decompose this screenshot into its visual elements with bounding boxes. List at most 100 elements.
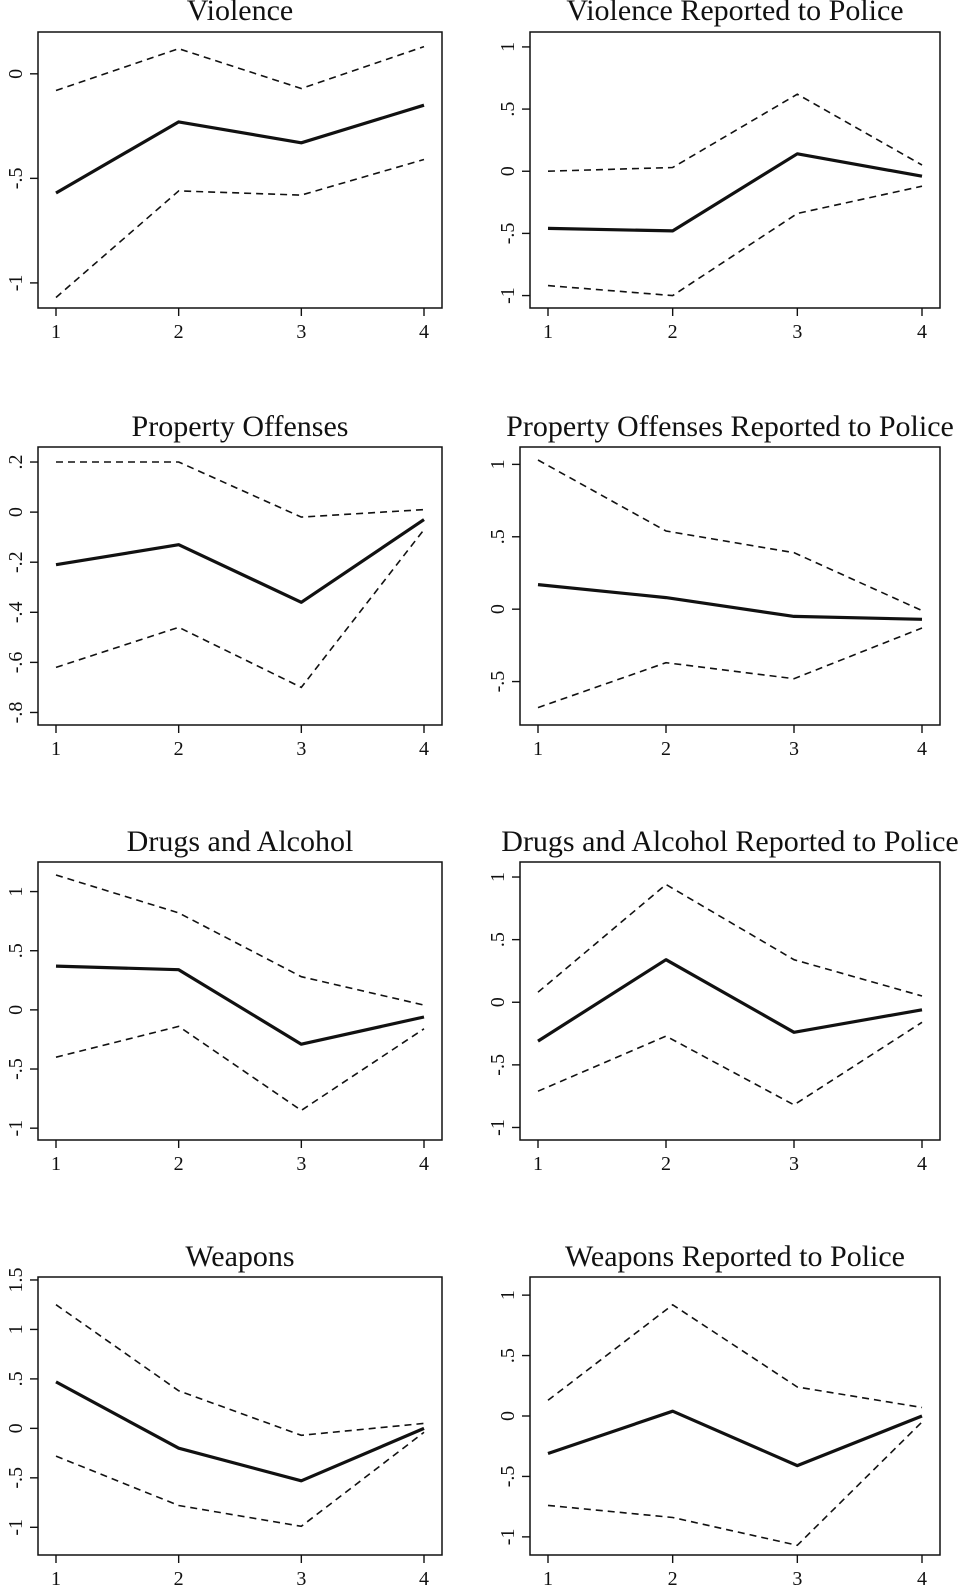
chart-title: Weapons Reported to Police <box>565 1240 905 1273</box>
plot-frame <box>519 861 941 1141</box>
y-tick-label: 1 <box>5 1324 27 1334</box>
ci-upper-line <box>537 459 923 612</box>
plot-frame <box>37 31 443 309</box>
y-tick-label: -.4 <box>5 601 27 623</box>
panel-6: Drugs and Alcohol Reported to Police 1 2 3 4… <box>487 825 959 1175</box>
y-tick-label: -.5 <box>487 1054 509 1076</box>
x-tick-label: 2 <box>668 1568 678 1590</box>
ci-upper-line <box>55 1304 425 1437</box>
x-tick-label: 4 <box>917 738 927 760</box>
x-tick-label: 2 <box>174 1568 184 1590</box>
y-tick-label: 0 <box>487 997 509 1007</box>
y-tick-label: 0 <box>5 69 27 79</box>
y-tick-label: -1 <box>487 1119 509 1136</box>
x-tick-label: 2 <box>661 1153 671 1175</box>
y-tick-label: -.5 <box>487 671 509 693</box>
panel-8: Weapons Reported to Police 1 2 3 4 -1 -.5 0 .5 1 <box>497 1240 941 1590</box>
y-tick-label: 1 <box>497 1290 519 1300</box>
y-tick-label: -.5 <box>497 1466 519 1488</box>
y-tick-label: .5 <box>497 102 519 117</box>
plot-frame <box>529 31 941 309</box>
x-tick-label: 2 <box>668 321 678 343</box>
panel-4: Property Offenses Reported to Police 1 2 3 4… <box>487 410 954 760</box>
ci-lower-line <box>55 1025 425 1112</box>
y-tick-label: 0 <box>497 1411 519 1421</box>
x-tick-label: 4 <box>419 321 429 343</box>
estimate-line <box>55 103 425 195</box>
estimate-line <box>55 964 425 1046</box>
x-tick-label: 4 <box>419 1568 429 1590</box>
estimate-line <box>55 518 425 604</box>
ci-lower-line <box>55 1431 425 1528</box>
y-tick-label: .5 <box>487 932 509 947</box>
x-tick-label: 1 <box>51 1568 61 1590</box>
y-tick-label: .5 <box>497 1348 519 1363</box>
ci-lower-line <box>537 1021 923 1106</box>
y-tick-label: .5 <box>5 943 27 958</box>
estimate-line <box>537 958 923 1043</box>
y-tick-label: -1 <box>497 1529 519 1546</box>
y-tick-label: 0 <box>5 507 27 517</box>
ci-upper-line <box>547 1303 923 1409</box>
x-tick-label: 3 <box>792 1568 802 1590</box>
y-tick-label: -.6 <box>5 652 27 674</box>
x-tick-label: 2 <box>174 738 184 760</box>
panel-5: Drugs and Alcohol 1 2 3 4 -1 -.5 0 .5 1 <box>5 825 443 1175</box>
y-tick-label: -1 <box>497 287 519 304</box>
x-tick-label: 1 <box>543 1568 553 1590</box>
x-tick-label: 3 <box>792 321 802 343</box>
y-tick-label: -.5 <box>497 223 519 245</box>
estimate-line <box>55 1380 425 1483</box>
chart-title: Weapons <box>185 1240 294 1273</box>
x-tick-label: 4 <box>917 1153 927 1175</box>
chart-title: Drugs and Alcohol <box>127 825 354 858</box>
x-tick-label: 3 <box>296 738 306 760</box>
y-tick-label: 0 <box>497 166 519 176</box>
x-tick-label: 3 <box>789 738 799 760</box>
y-tick-label: 1 <box>487 872 509 882</box>
chart-title: Drugs and Alcohol Reported to Police <box>501 825 958 858</box>
x-tick-label: 2 <box>661 738 671 760</box>
chart-title: Violence Reported to Police <box>566 0 903 27</box>
y-tick-label: 0 <box>5 1423 27 1433</box>
plot-frame <box>519 446 941 726</box>
y-tick-label: -1 <box>5 275 27 292</box>
y-tick-label: -.5 <box>5 168 27 190</box>
x-tick-label: 1 <box>533 738 543 760</box>
y-tick-label: 0 <box>5 1005 27 1015</box>
y-tick-label: -.8 <box>5 702 27 724</box>
x-tick-label: 1 <box>51 1153 61 1175</box>
panel-2: Violence Reported to Police 1 2 3 4 -1 -.5 0 .5 1 <box>497 0 941 343</box>
x-tick-label: 2 <box>174 321 184 343</box>
x-tick-label: 2 <box>174 1153 184 1175</box>
y-tick-label: 1 <box>487 459 509 469</box>
x-tick-label: 3 <box>296 1153 306 1175</box>
panel-3: Property Offenses 1 2 3 4 -.8 -.6 -.4 -.2 0 .2 <box>5 410 443 760</box>
x-tick-label: 1 <box>51 321 61 343</box>
x-tick-label: 3 <box>789 1153 799 1175</box>
x-tick-label: 3 <box>296 321 306 343</box>
chart-title: Violence <box>187 0 293 27</box>
x-tick-label: 1 <box>533 1153 543 1175</box>
plot-frame <box>37 446 443 726</box>
ci-upper-line <box>55 874 425 1006</box>
ci-lower-line <box>547 1421 923 1547</box>
panel-1: Violence 1 2 3 4 -1 -.5 0 <box>5 0 443 343</box>
x-tick-label: 1 <box>51 738 61 760</box>
ci-upper-line <box>56 461 425 518</box>
y-tick-label: 1 <box>497 42 519 52</box>
y-tick-label: -1 <box>5 1519 27 1536</box>
chart-title: Property Offenses <box>132 410 349 443</box>
estimate-line <box>537 583 923 621</box>
x-tick-label: 1 <box>543 321 553 343</box>
x-tick-label: 3 <box>296 1568 306 1590</box>
ci-lower-line <box>55 529 425 689</box>
estimate-line <box>547 1409 923 1468</box>
ci-lower-line <box>547 185 923 297</box>
ci-upper-line <box>55 45 425 92</box>
y-tick-label: -.2 <box>5 551 27 573</box>
ci-lower-line <box>55 158 425 299</box>
y-tick-label: 1 <box>5 887 27 897</box>
y-tick-label: .5 <box>5 1371 27 1386</box>
